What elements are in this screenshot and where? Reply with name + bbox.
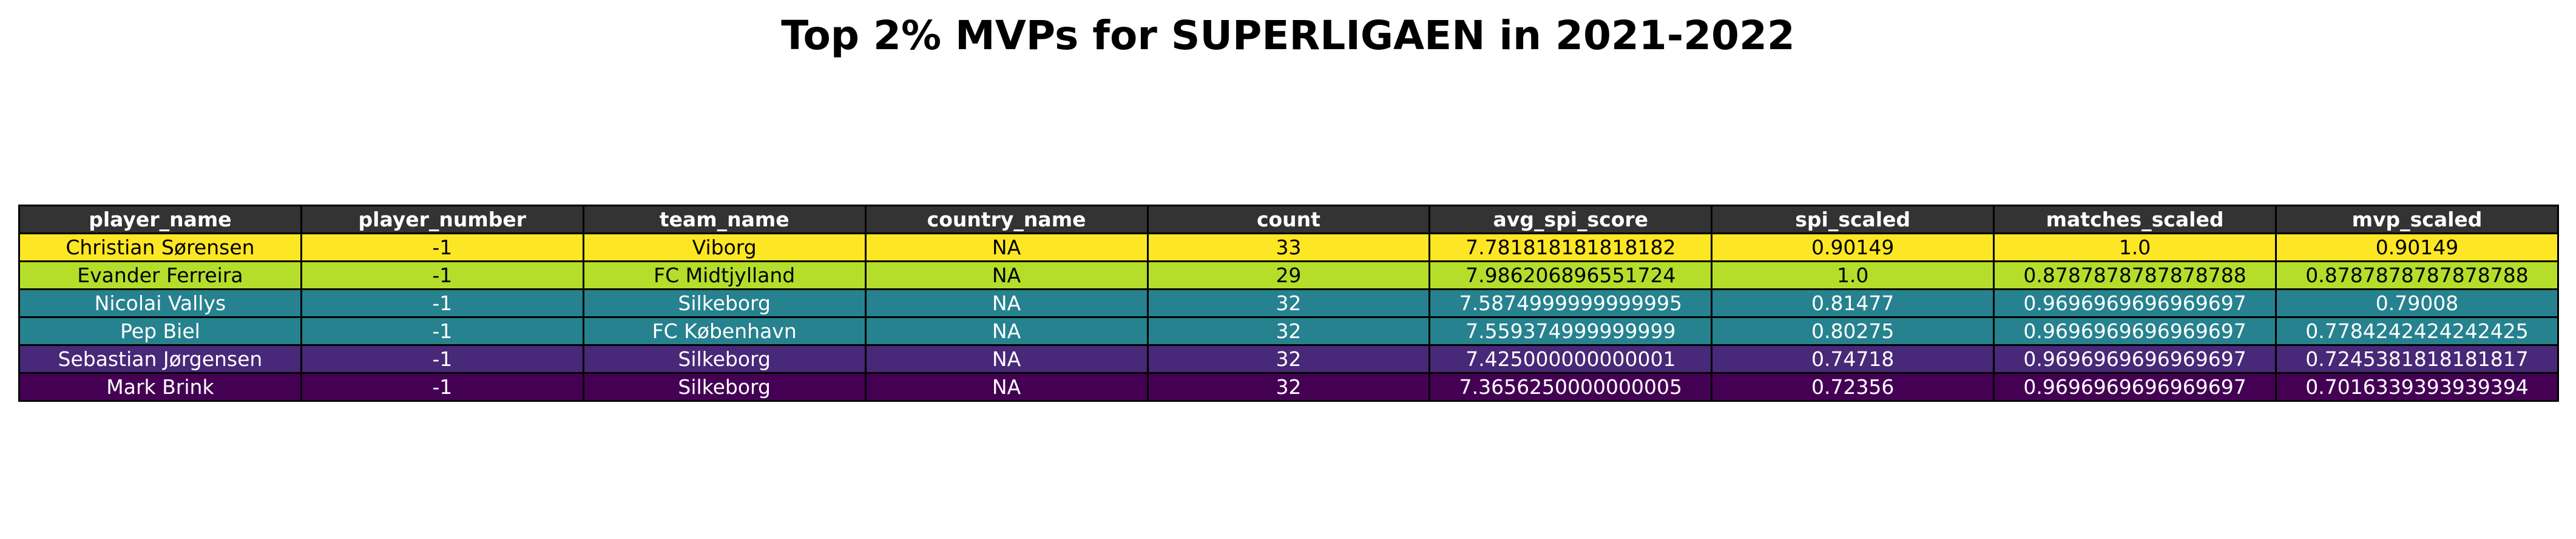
table-row: Mark Brink -1 Silkeborg NA 32 7.3656250000000… (18, 372, 2559, 402)
table-cell-spi-scaled: 0.90149 (1711, 232, 1995, 262)
table-cell-avg-spi-score: 7.986206896551724 (1428, 260, 1713, 290)
table-cell-player-number: -1 (300, 372, 584, 402)
table-cell-spi-scaled: 0.74718 (1711, 344, 1995, 374)
table-cell-team-name: Silkeborg (582, 288, 867, 318)
column-header-matches-scaled: matches_scaled (1993, 205, 2277, 234)
table-cell-country-name: NA (864, 232, 1149, 262)
table-cell-player-number: -1 (300, 260, 584, 290)
table-cell-matches-scaled: 0.8787878787878788 (1993, 260, 2277, 290)
table-row: Christian Sørensen -1 Viborg NA 33 7.78181818… (18, 232, 2559, 262)
table-cell-mvp-scaled: 0.7784242424242425 (2275, 316, 2559, 346)
column-header-team-name: team_name (582, 205, 867, 234)
table-cell-spi-scaled: 0.81477 (1711, 288, 1995, 318)
table-cell-player-name: Evander Ferreira (18, 260, 302, 290)
table-cell-country-name: NA (864, 344, 1149, 374)
table-cell-mvp-scaled: 0.8787878787878788 (2275, 260, 2559, 290)
table-header: player_name player_number team_name country… (18, 205, 2559, 234)
table-row: Pep Biel -1 FC København NA 32 7.559374999999… (18, 316, 2559, 346)
table-cell-mvp-scaled: 0.7016339393939394 (2275, 372, 2559, 402)
table-row: Evander Ferreira -1 FC Midtjylland NA 29 7.98… (18, 260, 2559, 290)
table-cell-player-name: Nicolai Vallys (18, 288, 302, 318)
table-cell-spi-scaled: 0.80275 (1711, 316, 1995, 346)
table-cell-count: 32 (1146, 316, 1431, 346)
table-cell-player-name: Pep Biel (18, 316, 302, 346)
table-cell-avg-spi-score: 7.781818181818182 (1428, 232, 1713, 262)
table-cell-country-name: NA (864, 260, 1149, 290)
table-cell-country-name: NA (864, 372, 1149, 402)
table-cell-matches-scaled: 0.9696969696969697 (1993, 344, 2277, 374)
table-cell-avg-spi-score: 7.3656250000000005 (1428, 372, 1713, 402)
table-cell-mvp-scaled: 0.90149 (2275, 232, 2559, 262)
table-cell-count: 32 (1146, 372, 1431, 402)
table-cell-matches-scaled: 0.9696969696969697 (1993, 316, 2277, 346)
table-cell-player-number: -1 (300, 232, 584, 262)
table-cell-avg-spi-score: 7.425000000000001 (1428, 344, 1713, 374)
table-cell-team-name: FC København (582, 316, 867, 346)
table-cell-count: 32 (1146, 344, 1431, 374)
table-cell-matches-scaled: 1.0 (1993, 232, 2277, 262)
table-row: Sebastian Jørgensen -1 Silkeborg NA 32 7.4250… (18, 344, 2559, 374)
table-cell-count: 33 (1146, 232, 1431, 262)
table-cell-matches-scaled: 0.9696969696969697 (1993, 288, 2277, 318)
table-cell-country-name: NA (864, 316, 1149, 346)
header-row: player_name player_number team_name country… (18, 205, 2559, 234)
table-cell-matches-scaled: 0.9696969696969697 (1993, 372, 2277, 402)
table-cell-avg-spi-score: 7.559374999999999 (1428, 316, 1713, 346)
column-header-player-number: player_number (300, 205, 584, 234)
table-cell-count: 29 (1146, 260, 1431, 290)
table-cell-spi-scaled: 1.0 (1711, 260, 1995, 290)
table-cell-mvp-scaled: 0.7245381818181817 (2275, 344, 2559, 374)
table-cell-mvp-scaled: 0.79008 (2275, 288, 2559, 318)
table-cell-country-name: NA (864, 288, 1149, 318)
table-cell-team-name: FC Midtjylland (582, 260, 867, 290)
table-cell-player-number: -1 (300, 288, 584, 318)
table-cell-avg-spi-score: 7.5874999999999995 (1428, 288, 1713, 318)
table-cell-team-name: Viborg (582, 232, 867, 262)
table-cell-player-name: Sebastian Jørgensen (18, 344, 302, 374)
table-cell-team-name: Silkeborg (582, 372, 867, 402)
column-header-avg-spi-score: avg_spi_score (1428, 205, 1713, 234)
table-cell-player-name: Christian Sørensen (18, 232, 302, 262)
chart-title: Top 2% MVPs for SUPERLIGAEN in 2021-2022 (781, 12, 1795, 59)
table-cell-player-number: -1 (300, 316, 584, 346)
column-header-player-name: player_name (18, 205, 302, 234)
column-header-mvp-scaled: mvp_scaled (2275, 205, 2559, 234)
column-header-count: count (1146, 205, 1431, 234)
table-cell-team-name: Silkeborg (582, 344, 867, 374)
mvp-table: player_name player_number team_name country… (18, 205, 2559, 402)
table-cell-count: 32 (1146, 288, 1431, 318)
table-row: Nicolai Vallys -1 Silkeborg NA 32 7.587499999… (18, 288, 2559, 318)
table-body: Christian Sørensen -1 Viborg NA 33 7.78181818… (18, 232, 2559, 402)
column-header-spi-scaled: spi_scaled (1711, 205, 1995, 234)
column-header-country-name: country_name (864, 205, 1149, 234)
table-cell-player-name: Mark Brink (18, 372, 302, 402)
table-cell-spi-scaled: 0.72356 (1711, 372, 1995, 402)
table-cell-player-number: -1 (300, 344, 584, 374)
